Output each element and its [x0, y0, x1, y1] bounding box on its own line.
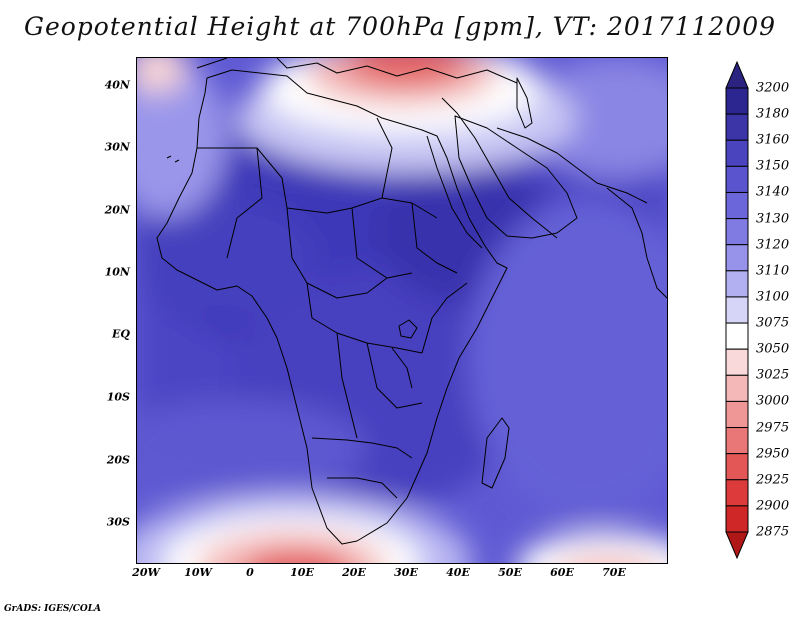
colorbar-bottom-arrow — [725, 531, 749, 560]
coastline-layer — [156, 58, 667, 545]
colorbar-segment — [725, 87, 749, 115]
colorbar-tick-label: 2975 — [756, 420, 790, 436]
colorbar-tick-label: 3140 — [756, 184, 790, 200]
colorbar-segment — [725, 400, 749, 429]
lon-label-0: 0 — [246, 566, 254, 579]
colorbar-segment — [725, 165, 749, 193]
credit-text: GrADS: IGES/COLA — [4, 604, 102, 614]
height-field-map — [137, 58, 667, 563]
colorbar-tick-label: 2925 — [756, 472, 790, 488]
colorbar: 3200 3180 3160 3150 3140 3130 3120 3110 3100 3075… — [720, 60, 800, 560]
lon-label-60e: 60E — [550, 566, 574, 579]
lon-label-10e: 10E — [290, 566, 314, 579]
lon-label-20w: 20W — [132, 566, 160, 579]
colorbar-tick-label: 2900 — [756, 498, 790, 514]
lon-label-40e: 40E — [446, 566, 470, 579]
colorbar-tick-label: 3180 — [756, 106, 790, 122]
colorbar-segment — [725, 218, 749, 246]
colorbar-segment — [725, 139, 749, 167]
colorbar-segment — [725, 427, 749, 455]
lon-label-30e: 30E — [394, 566, 418, 579]
lat-label-eq: EQ — [112, 327, 130, 341]
colorbar-tick-label: 3025 — [756, 367, 790, 383]
colorbar-segment — [725, 374, 749, 402]
colorbar-tick-label: 3150 — [756, 158, 790, 174]
colorbar-tick-label: 3200 — [756, 80, 790, 96]
lon-label-20e: 20E — [342, 566, 366, 579]
colorbar-segment — [725, 113, 749, 141]
colorbar-scale — [725, 60, 749, 560]
lat-label-30n: 30N — [104, 140, 130, 154]
lon-label-10w: 10W — [184, 566, 212, 579]
colorbar-segment — [725, 348, 749, 376]
colorbar-segment — [725, 191, 749, 220]
lon-label-50e: 50E — [498, 566, 522, 579]
colorbar-tick-label: 3160 — [756, 132, 790, 148]
colorbar-tick-label: 3130 — [756, 211, 790, 227]
colorbar-tick-label: 3050 — [756, 341, 790, 357]
colorbar-segment — [725, 270, 749, 298]
colorbar-segment — [725, 453, 749, 481]
colorbar-tick-label: 2875 — [756, 524, 790, 540]
colorbar-segment — [725, 244, 749, 272]
colorbar-top-arrow — [725, 60, 749, 89]
colorbar-tick-label: 3110 — [756, 263, 790, 279]
colorbar-tick-label: 2950 — [756, 446, 790, 462]
lat-label-20n: 20N — [104, 203, 130, 217]
colorbar-tick-label: 3120 — [756, 237, 790, 253]
lat-label-10s: 10S — [106, 390, 130, 404]
colorbar-segment — [725, 479, 749, 507]
contour-fill-layer — [137, 58, 667, 563]
lat-label-20s: 20S — [106, 453, 130, 467]
lat-label-30s: 30S — [106, 515, 130, 529]
map-title: Geopotential Height at 700hPa [gpm], VT:… — [23, 12, 777, 41]
lat-label-10n: 10N — [104, 265, 130, 279]
lat-label-40n: 40N — [104, 78, 130, 92]
map-panel — [136, 57, 668, 564]
colorbar-segment — [725, 505, 749, 533]
colorbar-tick-label: 3075 — [756, 315, 790, 331]
colorbar-tick-label: 3000 — [756, 393, 790, 409]
colorbar-tick-label: 3100 — [756, 289, 790, 305]
colorbar-segment — [725, 322, 749, 350]
lon-label-70e: 70E — [602, 566, 626, 579]
colorbar-segment — [725, 296, 749, 324]
